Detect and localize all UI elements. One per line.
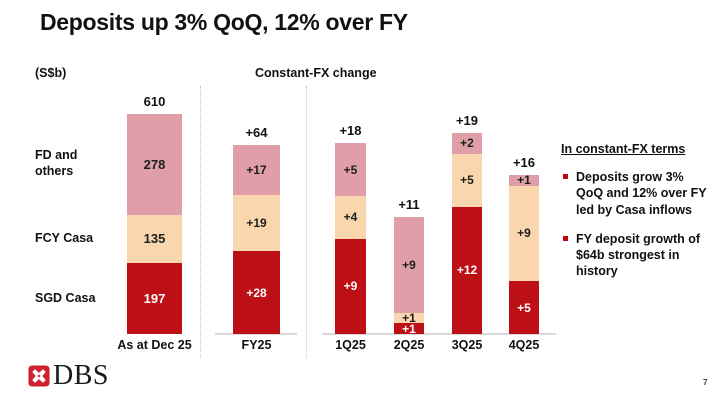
side-panel: In constant-FX terms Deposits grow 3% Qo… (561, 142, 711, 280)
page-title: Deposits up 3% QoQ, 12% over FY (40, 9, 408, 35)
segment-sgd-casa: 197 (127, 263, 182, 334)
segment-sgd-casa: +1 (394, 323, 424, 334)
row-label-fcy-casa: FCY Casa (35, 231, 94, 245)
x-axis-label-q3: 3Q25 (451, 338, 483, 352)
axis-baseline-quarters (322, 333, 556, 335)
dbs-logo-mark-icon (28, 365, 50, 387)
x-axis-label-q1: 1Q25 (335, 338, 366, 352)
page-number: 7 (703, 378, 708, 387)
x-axis-label-fy25: FY25 (241, 338, 272, 352)
side-panel-heading: In constant-FX terms (561, 142, 686, 156)
dotted-separator-line (200, 86, 201, 358)
segment-fcy-casa: +1 (394, 312, 424, 324)
bar-total-label: +16 (512, 155, 536, 171)
segment-fd-others: +2 (452, 132, 482, 154)
dbs-logo-text: DBS (53, 360, 109, 391)
bullet-square-icon (563, 235, 568, 241)
bullet-square-icon (563, 174, 568, 179)
segment-fd-others: +5 (335, 143, 366, 197)
bar-total-label: +18 (339, 123, 362, 139)
segment-sgd-casa: +5 (509, 281, 539, 334)
bar-2q25: +1 +1 +9 +11 (394, 197, 424, 334)
dbs-logo: DBS (28, 362, 109, 390)
bar-fy25: +28 +19 +17 +64 (233, 125, 280, 334)
bar-as-at-dec-25: 197 135 278 610 (127, 94, 182, 334)
x-axis-label-q4: 4Q25 (508, 338, 540, 352)
bullet-text: FY deposit growth of $64b strongest in h… (576, 231, 701, 279)
row-label-sgd-casa: SGD Casa (35, 291, 96, 305)
segment-sgd-casa: +12 (452, 206, 482, 334)
bullet-text: Deposits grow 3% QoQ and 12% over FY led… (576, 170, 707, 217)
bullet-item: Deposits grow 3% QoQ and 12% over FY led… (561, 169, 711, 218)
segment-fcy-casa: +5 (452, 153, 482, 207)
segment-fcy-casa: 135 (127, 214, 182, 264)
bar-total-label: +64 (245, 125, 268, 141)
segment-fcy-casa: +19 (233, 195, 280, 252)
bar-total-label: 610 (143, 94, 166, 110)
segment-sgd-casa: +9 (335, 238, 366, 334)
bar-total-label: +19 (455, 112, 479, 128)
segment-fd-others: +17 (233, 145, 280, 196)
bar-3q25: +12 +5 +2 +19 (452, 113, 482, 334)
x-axis-label-dec25: As at Dec 25 (117, 338, 192, 352)
constant-fx-section-label: Constant-FX change (255, 66, 377, 80)
segment-sgd-casa: +28 (233, 251, 280, 334)
bar-total-label: +11 (398, 197, 420, 213)
axis-baseline-fy (215, 333, 297, 335)
segment-fd-others: 278 (127, 114, 182, 215)
bar-4q25: +5 +9 +1 +16 (509, 155, 539, 334)
segment-fcy-casa: +9 (509, 185, 539, 281)
segment-fcy-casa: +4 (335, 196, 366, 239)
bullet-item: FY deposit growth of $64b strongest in h… (561, 231, 711, 280)
segment-fd-others: +1 (509, 175, 539, 186)
row-label-fd-and-others: FD and others (35, 148, 78, 178)
units-label: (S$b) (35, 66, 67, 80)
segment-fd-others: +9 (394, 217, 424, 313)
dotted-separator-line (306, 86, 307, 358)
x-axis-label-q2: 2Q25 (393, 338, 425, 352)
bar-1q25: +9 +4 +5 +18 (335, 123, 366, 334)
